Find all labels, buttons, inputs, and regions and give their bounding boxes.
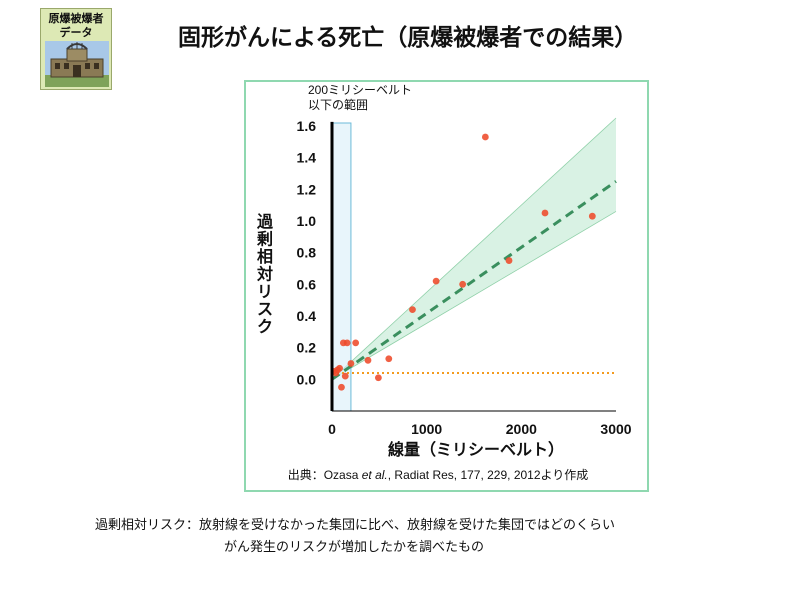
data-point-11 xyxy=(374,374,382,382)
data-point-8 xyxy=(347,360,355,367)
data-point-12 xyxy=(385,355,393,363)
data-point-6 xyxy=(341,372,349,380)
x-tick-label-2: 2000 xyxy=(506,421,537,437)
y-axis-label-char-3: 対 xyxy=(256,265,273,284)
logo-line1: 原爆被爆者 xyxy=(48,12,104,25)
chart-frame: 0.0 0.2 0.4 0.6 0.8 1.0 1.2 1.4 1.6 0 1000 2000 3000… xyxy=(244,80,649,492)
y-tick-label-5: 1.0 xyxy=(297,213,317,229)
data-point-9 xyxy=(352,339,360,347)
y-tick-label-2: 0.4 xyxy=(297,308,317,324)
y-tick-label-3: 0.6 xyxy=(297,276,317,292)
data-point-4 xyxy=(338,383,345,391)
data-point-10 xyxy=(364,356,372,364)
y-tick-label-4: 0.8 xyxy=(297,245,317,261)
x-tick-label-3: 3000 xyxy=(600,421,631,437)
atomic-bomb-data-logo: 原爆被爆者 データ xyxy=(40,8,112,90)
data-point-3 xyxy=(336,364,343,372)
highlight-label-line1: 200ミリシーベルト xyxy=(308,83,412,97)
note-line2: がん発生のリスクが増加したかを調べたもの xyxy=(224,540,485,555)
y-axis-label-char-0: 過 xyxy=(256,212,274,231)
y-axis-label-char-1: 剰 xyxy=(256,230,273,249)
data-point-14 xyxy=(432,277,440,285)
source-italic: et al. xyxy=(362,468,388,482)
page-title: 固形がんによる死亡（原爆被爆者での結果） xyxy=(178,25,638,51)
x-tick-label-1: 1000 xyxy=(411,421,442,437)
source-prefix: 出典：Ozasa xyxy=(288,468,362,482)
data-point-13 xyxy=(409,306,416,314)
data-point-15 xyxy=(459,280,467,288)
data-point-16 xyxy=(481,133,489,141)
confidence-band-lower xyxy=(331,211,617,380)
source-suffix: , Radiat Res, 177, 229, 2012より作成 xyxy=(388,468,589,482)
y-axis-label-char-2: 相 xyxy=(257,247,273,266)
dome-building-icon xyxy=(45,41,109,87)
y-tick-label-1: 0.2 xyxy=(297,340,317,356)
highlight-label-line2: 以下の範囲 xyxy=(308,97,368,112)
y-axis-label-char-4: リ xyxy=(257,282,273,301)
data-point-18 xyxy=(541,209,549,217)
data-point-7 xyxy=(343,339,351,347)
x-tick-label-0: 0 xyxy=(328,421,336,437)
y-tick-label-0: 0.0 xyxy=(297,371,317,387)
x-axis-label: 線量（ミリシーベルト） xyxy=(388,440,564,459)
source-citation: 出典：Ozasa et al., Radiat Res, 177, 229, 2… xyxy=(288,468,589,482)
logo-line2: データ xyxy=(59,26,93,39)
y-tick-label-7: 1.4 xyxy=(297,150,317,166)
y-tick-label-6: 1.2 xyxy=(297,181,317,197)
y-axis-label-char-5: ス xyxy=(257,300,273,319)
confidence-band-upper xyxy=(331,117,617,380)
note-line1: 過剰相対リスク：放射線を受けなかった集団に比べ、放射線を受けた集団ではどのくらい xyxy=(95,518,616,533)
y-tick-label-8: 1.6 xyxy=(297,118,317,134)
chart: 0.0 0.2 0.4 0.6 0.8 1.0 1.2 1.4 1.6 0 1000 2000 3000… xyxy=(256,83,632,482)
y-axis-label-char-6: ク xyxy=(257,317,273,336)
fit-line xyxy=(331,180,617,381)
data-point-19 xyxy=(588,212,596,220)
data-point-17 xyxy=(505,257,513,264)
